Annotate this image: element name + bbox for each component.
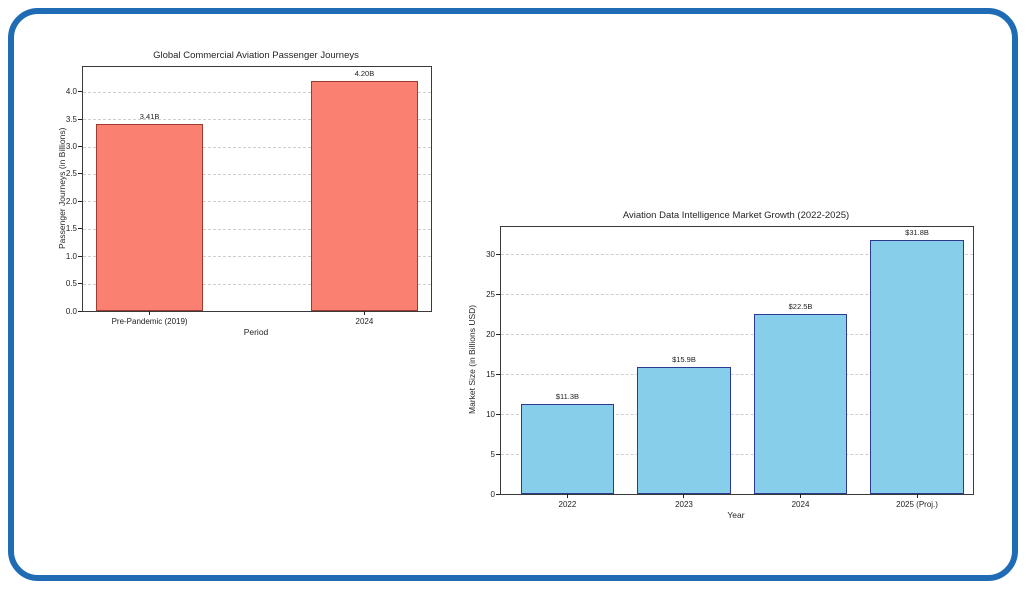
y-tick-label: 30 [486, 249, 495, 259]
y-tick-mark [496, 413, 500, 415]
y-gridline [501, 374, 973, 376]
x-tick-mark [800, 494, 802, 498]
y-axis-label: Passenger Journeys (in Billions) [57, 127, 67, 249]
passenger-journeys-chart: Global Commercial Aviation Passenger Jou… [57, 44, 450, 346]
x-tick-mark [363, 311, 365, 315]
y-gridline [83, 146, 431, 148]
x-tick-mark [149, 311, 151, 315]
x-tick-mark [683, 494, 685, 498]
bar-value-label: $22.5B [788, 302, 813, 312]
bar [870, 239, 964, 494]
y-tick-mark [78, 310, 82, 312]
y-gridline [501, 454, 973, 456]
y-tick-label: 1.5 [65, 224, 77, 234]
y-tick-label: 20 [486, 329, 495, 339]
y-tick-mark [78, 118, 82, 120]
y-tick-mark [496, 333, 500, 335]
y-tick-mark [496, 293, 500, 295]
chart-plot-area: 0.0 0.5 1.0 1.5 2.0 2.5 3.0 3.5 4.0 3.41B Pre-Pand… [66, 66, 432, 326]
y-tick-label: 2.5 [65, 169, 77, 179]
y-tick-label: 0.5 [65, 279, 77, 289]
bar [95, 124, 204, 311]
y-tick-label: 1.0 [65, 251, 77, 261]
x-tick-mark [916, 494, 918, 498]
y-tick-mark [78, 228, 82, 230]
y-tick-label: 10 [486, 409, 495, 419]
chart-title: Global Commercial Aviation Passenger Jou… [153, 50, 359, 61]
y-tick-label: 15 [486, 369, 495, 379]
bar [637, 366, 731, 494]
y-tick-mark [496, 493, 500, 495]
bar [753, 314, 848, 494]
y-tick-label: 5 [490, 449, 495, 459]
x-tick-label: 2024 [791, 500, 810, 509]
y-tick-mark [78, 283, 82, 285]
y-tick-label: 0 [490, 489, 495, 499]
x-axis-label: Period [243, 327, 269, 337]
y-tick-label: 0.0 [65, 306, 77, 316]
y-gridline [501, 254, 973, 256]
x-tick-label: 2025 (Proj.) [896, 500, 938, 509]
x-tick-label: 2022 [558, 500, 577, 509]
y-tick-label: 3.5 [65, 114, 77, 124]
bar-value-label: $15.9B [672, 354, 696, 364]
bar-value-label: $31.8B [905, 227, 929, 237]
x-tick-label: 2024 [355, 317, 374, 326]
bar [520, 403, 615, 494]
y-tick-mark [496, 253, 500, 255]
chart-title: Aviation Data Intelligence Market Growth… [622, 210, 850, 221]
y-gridline [83, 283, 431, 285]
y-tick-label: 3.0 [65, 142, 77, 151]
y-gridline [83, 173, 431, 175]
x-tick-label: 2023 [675, 500, 693, 509]
y-gridline [501, 334, 973, 336]
y-tick-mark [78, 91, 82, 93]
y-tick-label: 4.0 [65, 87, 77, 97]
y-tick-mark [78, 146, 82, 147]
y-gridline [83, 228, 431, 230]
y-tick-mark [78, 200, 82, 202]
y-tick-mark [78, 255, 82, 257]
x-tick-mark [566, 494, 568, 498]
market-growth-chart: Aviation Data Intelligence Market Growth… [460, 204, 990, 528]
bar-value-label: $11.3B [555, 391, 580, 401]
y-tick-mark [496, 373, 500, 375]
chart-plot-area: 0 5 10 15 20 25 30 $11.3B 2022 $15.9B 2023 $22.5B 20… [486, 226, 974, 509]
bar-value-label: 3.41B [139, 112, 160, 122]
x-axis-label: Year [727, 510, 745, 520]
y-tick-mark [78, 173, 82, 175]
y-gridline [83, 119, 431, 121]
y-tick-label: 2.0 [65, 196, 77, 206]
y-gridline [501, 414, 973, 416]
x-tick-label: Pre-Pandemic (2019) [111, 317, 188, 326]
y-tick-label: 25 [486, 289, 495, 299]
y-gridline [83, 256, 431, 258]
bar-value-label: 4.20B [354, 68, 375, 78]
y-gridline [501, 294, 973, 296]
bar [310, 80, 419, 311]
y-tick-mark [496, 453, 500, 455]
y-gridline [83, 201, 431, 203]
y-gridline [83, 91, 431, 93]
